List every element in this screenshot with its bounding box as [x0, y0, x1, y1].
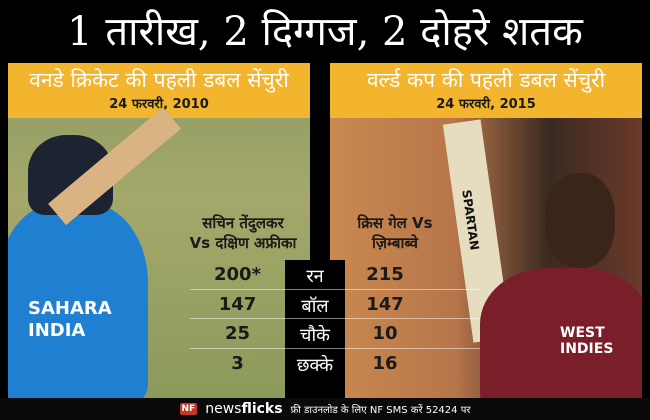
right-date: 24 फरवरी, 2015	[436, 97, 536, 112]
right-value: 10	[372, 323, 398, 344]
brand-part-a: news	[205, 401, 242, 417]
stat-label: बॉल	[301, 295, 329, 317]
left-date: 24 फरवरी, 2010	[109, 97, 209, 112]
right-value: 147	[366, 293, 404, 315]
footer-text: फ्री डाउनलोड के लिए NF SMS करें 52424 पर	[290, 405, 471, 416]
gayle-head	[545, 173, 615, 268]
right-value: 16	[372, 352, 398, 374]
stat-row-fours: 25 चौके 10	[190, 319, 480, 349]
stats-table: 200* रन 215 147 बॉल 147 25 चौके 10 3 छक्के 16	[190, 260, 480, 378]
stat-row-balls: 147 बॉल 147	[190, 290, 480, 319]
brand-part-b: flicks	[241, 401, 283, 417]
sachin-jersey-text: SAHARA INDIA	[28, 298, 112, 341]
sachin-panel: वनडे क्रिकेट की पहली डबल सेंचुरी 24 फरवर…	[8, 63, 310, 398]
page-title: 1 तारीख, 2 दिग्गज, 2 दोहरे शतक	[67, 9, 583, 55]
stat-row-runs: 200* रन 215	[190, 260, 480, 290]
right-player-name: क्रिस गेल Vs	[357, 214, 433, 232]
stat-label: रन	[306, 266, 324, 287]
gayle-jersey-text: WEST INDIES	[560, 325, 614, 357]
left-opponent: Vs दक्षिण अफ्रीका	[189, 234, 297, 252]
footer: NF newsflicks फ्री डाउनलोड के लिए NF SMS…	[0, 398, 650, 420]
left-value: 147	[218, 293, 257, 315]
brand-name: newsflicks	[205, 401, 282, 417]
left-value: 25	[224, 323, 251, 344]
gayle-panel: वर्ल्ड कप की पहली डबल सेंचुरी 24 फरवरी, …	[330, 63, 642, 398]
stat-label-column	[285, 260, 345, 398]
right-header: वर्ल्ड कप की पहली डबल सेंचुरी 24 फरवरी, …	[330, 63, 642, 118]
left-value: 200*	[214, 264, 261, 285]
stat-row-sixes: 3 छक्के 16	[190, 349, 480, 379]
left-heading: वनडे क्रिकेट की पहली डबल सेंचुरी	[29, 68, 289, 92]
left-header: वनडे क्रिकेट की पहली डबल सेंचुरी 24 फरवर…	[8, 63, 310, 118]
newsflicks-logo-icon: NF	[179, 403, 198, 415]
divider	[310, 63, 330, 263]
right-value: 215	[366, 264, 404, 285]
right-heading: वर्ल्ड कप की पहली डबल सेंचुरी	[366, 68, 606, 92]
left-player-name: सचिन तेंदुलकर	[202, 214, 284, 232]
stat-label: चौके	[300, 325, 330, 346]
gayle-photo	[480, 268, 642, 398]
sachin-photo	[8, 203, 148, 398]
stat-label: छक्के	[296, 354, 334, 376]
left-value: 3	[231, 352, 244, 374]
right-opponent: ज़िम्बाब्वे	[372, 234, 418, 252]
